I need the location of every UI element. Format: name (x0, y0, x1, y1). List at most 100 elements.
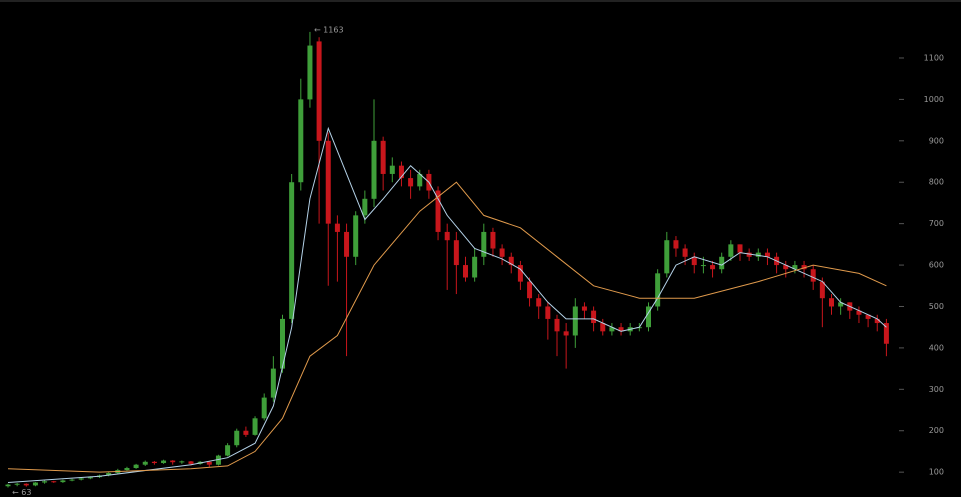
candle-body (755, 252, 761, 257)
candle-body (5, 484, 11, 487)
candle-body (792, 265, 798, 270)
candle-body (700, 265, 706, 267)
candle-body (362, 198, 368, 216)
candle-body (51, 481, 57, 483)
candle-body (874, 318, 880, 324)
candle-body (243, 430, 249, 435)
candle-body (161, 460, 167, 464)
candle-body (819, 281, 825, 299)
candle-body (14, 483, 20, 485)
candle-body (106, 472, 112, 476)
candle-body (298, 99, 304, 183)
moving-average-line (7, 181, 887, 473)
candle-body (865, 314, 871, 319)
candle-body (829, 298, 834, 307)
candle-body (133, 464, 139, 469)
moving-average-line (7, 126, 887, 483)
y-tick-label: 600 (929, 261, 944, 270)
candle-body (517, 265, 523, 282)
candle-body (746, 252, 752, 257)
candle-body (453, 240, 459, 266)
candle-body (23, 483, 29, 486)
candle-body (142, 461, 148, 465)
candle-body (728, 244, 734, 257)
candle-body (783, 265, 789, 270)
candle-body (188, 461, 194, 464)
candle-body (710, 265, 716, 270)
candle-body (289, 182, 295, 319)
candle-body (60, 480, 66, 483)
candle-body (234, 430, 240, 446)
candle-body (655, 273, 661, 307)
candle-body (691, 256, 697, 266)
candle-body (600, 323, 606, 332)
candle-body (536, 298, 542, 307)
candle-body (810, 269, 816, 282)
y-tick-label: 200 (929, 426, 944, 435)
candle-body (69, 479, 75, 481)
candle-body (42, 481, 48, 483)
candle-body (581, 306, 587, 311)
candle-body (801, 265, 807, 270)
candle-body (444, 231, 450, 241)
candle-body (472, 256, 478, 278)
candle-body (664, 240, 670, 274)
candle-body (737, 244, 743, 253)
candle-body (389, 165, 395, 174)
candle-body (124, 468, 130, 471)
y-tick-label: 400 (929, 343, 944, 352)
candle-body (490, 231, 496, 249)
candle-body (270, 368, 276, 398)
candle-body (225, 445, 231, 456)
candle-body (206, 461, 212, 465)
candle-body (838, 302, 844, 307)
candle-body (280, 318, 285, 369)
candle-body (883, 323, 889, 344)
candle-body (325, 140, 331, 224)
candle-body (572, 306, 578, 336)
y-tick-label: 800 (929, 178, 944, 187)
candle-body (398, 165, 404, 179)
candle-body (609, 327, 615, 332)
candle-body (545, 306, 551, 319)
candle-body (32, 482, 38, 486)
candle-body (261, 397, 267, 419)
candle-body (344, 231, 350, 257)
candle-body (591, 310, 597, 324)
candle-body (682, 248, 688, 257)
candle-body (353, 215, 359, 257)
y-tick-label: 1100 (924, 53, 944, 62)
y-tick-label: 100 (929, 468, 944, 477)
candle-body (380, 140, 386, 174)
candle-body (316, 41, 322, 141)
y-tick-label: 900 (929, 136, 944, 145)
candle-body (417, 173, 423, 187)
candle-body (371, 140, 377, 199)
candle-body (252, 418, 258, 435)
y-tick-label: 700 (929, 219, 944, 228)
candle-body (646, 306, 651, 328)
candle-body (334, 223, 340, 232)
candle-body (856, 310, 862, 315)
y-tick-label: 500 (929, 302, 944, 311)
candle-body (179, 461, 185, 463)
candle-body (307, 45, 313, 100)
y-tick-label: 1000 (924, 95, 944, 104)
annotation: ← 1163 (314, 25, 344, 34)
candle-body (618, 327, 624, 332)
candle-body (673, 240, 679, 249)
candle-body (481, 231, 487, 257)
candle-body (563, 331, 569, 336)
candle-body (719, 256, 725, 270)
candle-body (463, 265, 468, 278)
candle-body (78, 478, 84, 480)
candle-body (435, 190, 441, 232)
candle-body (87, 477, 93, 479)
candle-body (508, 256, 514, 266)
candle-body (215, 455, 221, 465)
candle-body (408, 178, 414, 187)
candle-body (554, 318, 560, 332)
candle-body (499, 248, 505, 257)
candle-body (527, 281, 533, 299)
